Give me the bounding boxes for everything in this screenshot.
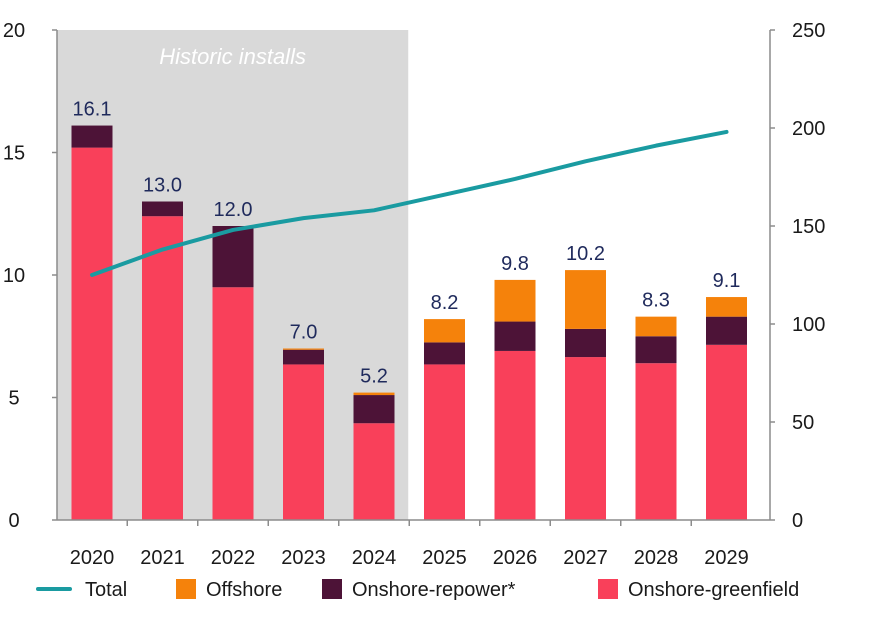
x-tick-label-2026: 2026 <box>493 547 538 569</box>
legend-swatch-onshore-repower <box>322 579 342 599</box>
total-label-2029: 9.1 <box>713 270 741 292</box>
bar-onshore-repower-2025 <box>424 342 465 365</box>
bar-onshore-greenfield-2025 <box>424 364 465 520</box>
x-tick-label-2024: 2024 <box>352 547 397 569</box>
bar-onshore-greenfield-2022 <box>212 287 254 520</box>
legend-label-onshore-greenfield: Onshore-greenfield <box>628 579 799 601</box>
x-tick-label-2021: 2021 <box>140 547 185 569</box>
legend: Total Offshore Onshore-repower* Onshore-gre… <box>36 579 799 601</box>
bar-onshore-repower-2028 <box>635 336 677 364</box>
right-tick-label-250: 250 <box>792 20 825 42</box>
bar-onshore-repower-2021 <box>142 201 183 217</box>
bar-onshore-greenfield-2027 <box>565 357 606 520</box>
bar-onshore-greenfield-2021 <box>142 216 183 520</box>
right-tick-label-50: 50 <box>792 412 814 434</box>
x-tick-label-2029: 2029 <box>704 547 749 569</box>
total-label-2025: 8.2 <box>431 292 459 314</box>
right-tick-label-200: 200 <box>792 118 825 140</box>
bar-onshore-repower-2022 <box>212 226 254 288</box>
bar-onshore-greenfield-2028 <box>635 363 677 520</box>
bar-onshore-greenfield-2020 <box>71 147 113 520</box>
x-tick-label-2028: 2028 <box>634 547 679 569</box>
x-tick-label-2022: 2022 <box>211 547 256 569</box>
total-label-2020: 16.1 <box>73 99 112 121</box>
total-label-2024: 5.2 <box>360 366 388 388</box>
right-tick-label-100: 100 <box>792 314 825 336</box>
right-tick-label-150: 150 <box>792 216 825 238</box>
left-tick-label-20: 20 <box>3 20 25 42</box>
total-label-2021: 13.0 <box>143 175 182 197</box>
total-label-2022: 12.0 <box>214 199 253 221</box>
bar-onshore-repower-2027 <box>565 328 606 358</box>
x-axis-ticks: 2020 2021 2022 2023 2024 2025 2026 2027 2028 2029 <box>70 520 749 569</box>
x-tick-label-2027: 2027 <box>563 547 608 569</box>
bar-offshore-2024 <box>353 392 395 396</box>
bar-onshore-greenfield-2023 <box>283 364 324 520</box>
bar-onshore-repower-2029 <box>706 316 747 345</box>
legend-label-offshore: Offshore <box>206 579 282 601</box>
legend-label-onshore-repower: Onshore-repower* <box>352 579 516 601</box>
legend-swatch-onshore-greenfield <box>598 579 618 599</box>
bar-offshore-2027 <box>565 270 606 329</box>
bar-onshore-greenfield-2026 <box>494 350 536 520</box>
x-tick-label-2025: 2025 <box>422 547 467 569</box>
left-tick-label-15: 15 <box>3 143 25 165</box>
bar-onshore-repower-2023 <box>283 349 324 365</box>
left-tick-label-5: 5 <box>8 388 19 410</box>
legend-swatch-offshore <box>176 579 196 599</box>
bar-offshore-2028 <box>635 316 677 337</box>
left-tick-label-0: 0 <box>8 510 19 532</box>
left-tick-label-10: 10 <box>3 265 25 287</box>
bar-onshore-greenfield-2024 <box>353 423 395 520</box>
bar-onshore-repower-2024 <box>353 395 395 424</box>
x-tick-label-2020: 2020 <box>70 547 115 569</box>
legend-label-total: Total <box>85 579 127 601</box>
total-labels-group: 16.1 13.0 12.0 7.0 5.2 8.2 9.8 10.2 8.3 9.1 <box>73 99 741 388</box>
bar-offshore-2026 <box>494 279 536 322</box>
bar-offshore-2025 <box>424 319 465 343</box>
bar-offshore-2023 <box>283 348 324 350</box>
total-line <box>90 129 729 277</box>
bar-offshore-2029 <box>706 297 747 317</box>
total-label-2028: 8.3 <box>642 290 670 312</box>
left-axis-ticks: 0 5 10 15 20 <box>3 20 57 532</box>
right-axis-ticks: 0 50 100 150 200 250 <box>770 20 825 532</box>
bars-group <box>71 125 747 520</box>
x-tick-label-2023: 2023 <box>281 547 326 569</box>
bar-onshore-repower-2026 <box>494 321 536 351</box>
right-tick-label-0: 0 <box>792 510 803 532</box>
bar-onshore-repower-2020 <box>71 125 113 148</box>
total-label-2026: 9.8 <box>501 253 529 275</box>
total-label-2023: 7.0 <box>290 322 318 344</box>
historic-installs-label: Historic installs <box>159 44 306 69</box>
total-label-2027: 10.2 <box>566 243 605 265</box>
bar-onshore-greenfield-2029 <box>706 344 747 520</box>
